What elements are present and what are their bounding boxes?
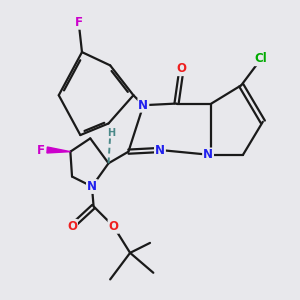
Text: N: N [203, 148, 213, 161]
Text: N: N [155, 143, 165, 157]
Text: O: O [109, 220, 118, 233]
Text: O: O [67, 220, 77, 233]
Polygon shape [47, 147, 70, 153]
Text: F: F [75, 16, 83, 29]
Text: N: N [138, 99, 148, 112]
Text: F: F [37, 143, 45, 157]
Text: H: H [108, 128, 116, 138]
Text: Cl: Cl [255, 52, 268, 65]
Text: N: N [87, 180, 97, 193]
Text: O: O [176, 62, 187, 75]
